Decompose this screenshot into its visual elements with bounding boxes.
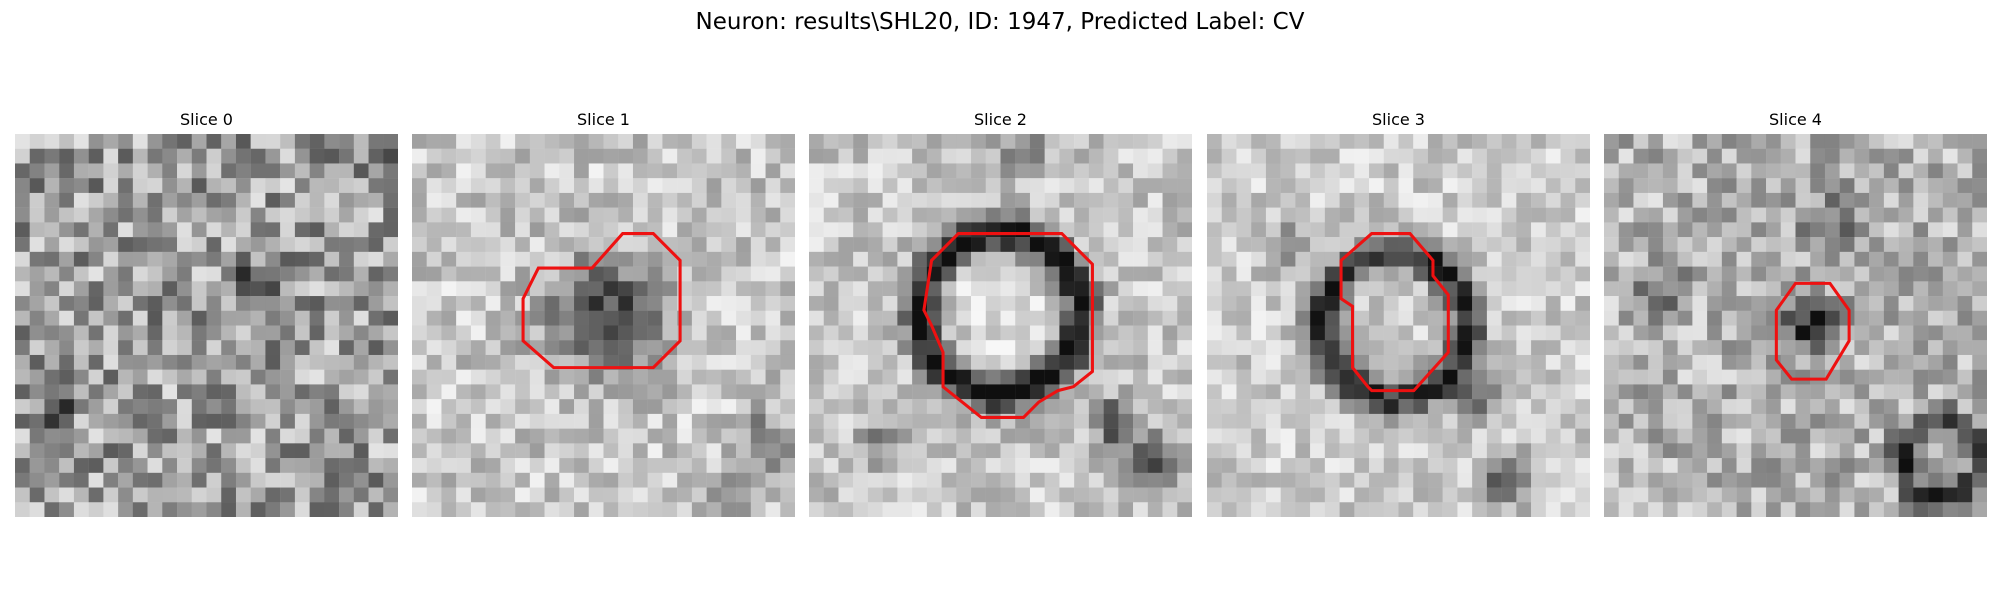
segmentation-contour-2: [922, 232, 1094, 419]
segmentation-contour-4: [1774, 281, 1851, 381]
slice-pixels-2: [809, 134, 1192, 517]
slice-pixels-4: [1604, 134, 1987, 517]
slice-title-0: Slice 0: [180, 110, 233, 129]
figure-title: Neuron: results\SHL20, ID: 1947, Predict…: [695, 9, 1305, 35]
slice-title-3: Slice 3: [1372, 110, 1425, 129]
slice-image-1: [412, 134, 795, 517]
slice-pixels-0: [15, 134, 398, 517]
slice-image-2: [809, 134, 1192, 517]
slice-panel-2: Slice 2: [809, 108, 1192, 517]
slice-image-0: [15, 134, 398, 517]
slice-panel-1: Slice 1: [412, 108, 795, 517]
slice-panel-3: Slice 3: [1207, 108, 1590, 517]
slice-pixels-3: [1207, 134, 1590, 517]
slice-title-1: Slice 1: [577, 110, 630, 129]
slice-panel-0: Slice 0: [15, 108, 398, 517]
segmentation-contour-1: [521, 232, 682, 370]
slice-image-4: [1604, 134, 1987, 517]
slice-title-2: Slice 2: [974, 110, 1027, 129]
slice-title-4: Slice 4: [1769, 110, 1822, 129]
segmentation-contour-3: [1339, 232, 1450, 393]
slice-pixels-1: [412, 134, 795, 517]
slice-panel-4: Slice 4: [1604, 108, 1987, 517]
slice-image-3: [1207, 134, 1590, 517]
